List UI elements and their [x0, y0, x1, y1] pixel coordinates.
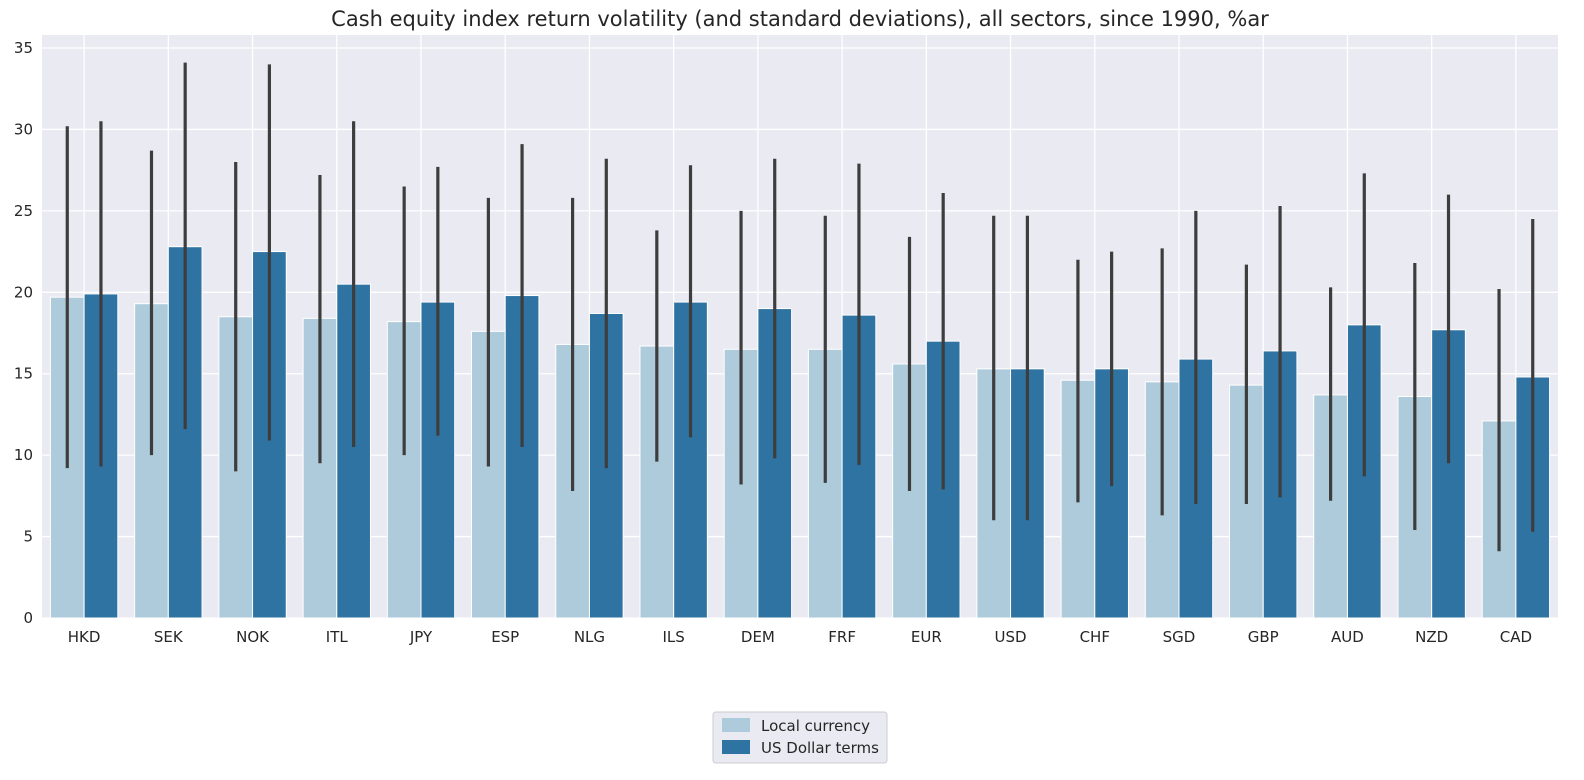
x-tick-label-nzd: NZD: [1415, 628, 1448, 646]
legend-label-usd: US Dollar terms: [761, 739, 879, 757]
legend-label-local: Local currency: [761, 717, 870, 735]
plot-area: [42, 35, 1558, 618]
y-tick-label: 0: [23, 609, 33, 627]
x-tick-label-usd: USD: [995, 628, 1027, 646]
x-tick-label-esp: ESP: [491, 628, 519, 646]
x-tick-label-itl: ITL: [326, 628, 349, 646]
x-tick-label-jpy: JPY: [409, 628, 433, 646]
x-tick-label-hkd: HKD: [68, 628, 101, 646]
x-tick-label-sek: SEK: [154, 628, 184, 646]
x-tick-label-chf: CHF: [1080, 628, 1110, 646]
y-tick-label: 25: [14, 202, 33, 220]
x-tick-label-ils: ILS: [663, 628, 685, 646]
x-tick-label-aud: AUD: [1331, 628, 1364, 646]
y-tick-label: 30: [14, 120, 33, 138]
x-tick-label-nok: NOK: [236, 628, 270, 646]
y-tick-label: 15: [14, 365, 33, 383]
y-tick-label: 5: [23, 528, 33, 546]
legend-box: [712, 711, 888, 764]
y-tick-label: 10: [14, 446, 33, 464]
legend-swatch-usd: [722, 740, 750, 754]
x-tick-label-frf: FRF: [828, 628, 856, 646]
error-bars: [65, 62, 1535, 552]
x-tick-label-nlg: NLG: [574, 628, 605, 646]
y-tick-label: 35: [14, 39, 33, 57]
x-tick-label-gbp: GBP: [1248, 628, 1279, 646]
x-tick-label-cad: CAD: [1500, 628, 1532, 646]
legend-swatch-local: [722, 718, 750, 732]
chart-title: Cash equity index return volatility (and…: [331, 7, 1269, 31]
x-tick-label-sgd: SGD: [1163, 628, 1196, 646]
x-tick-label-dem: DEM: [741, 628, 775, 646]
y-tick-label: 20: [14, 283, 33, 301]
legend: Local currency US Dollar terms: [712, 711, 888, 764]
x-axis-tick-labels: HKD SEK NOK ITL JPY ESP NLG ILS DEM FRF EUR USD CHF S…: [68, 628, 1532, 646]
bar-usd-dem: [757, 308, 793, 619]
y-axis-tick-labels: 0 5 10 15 20 25 30 35: [14, 39, 33, 627]
x-tick-label-eur: EUR: [911, 628, 942, 646]
